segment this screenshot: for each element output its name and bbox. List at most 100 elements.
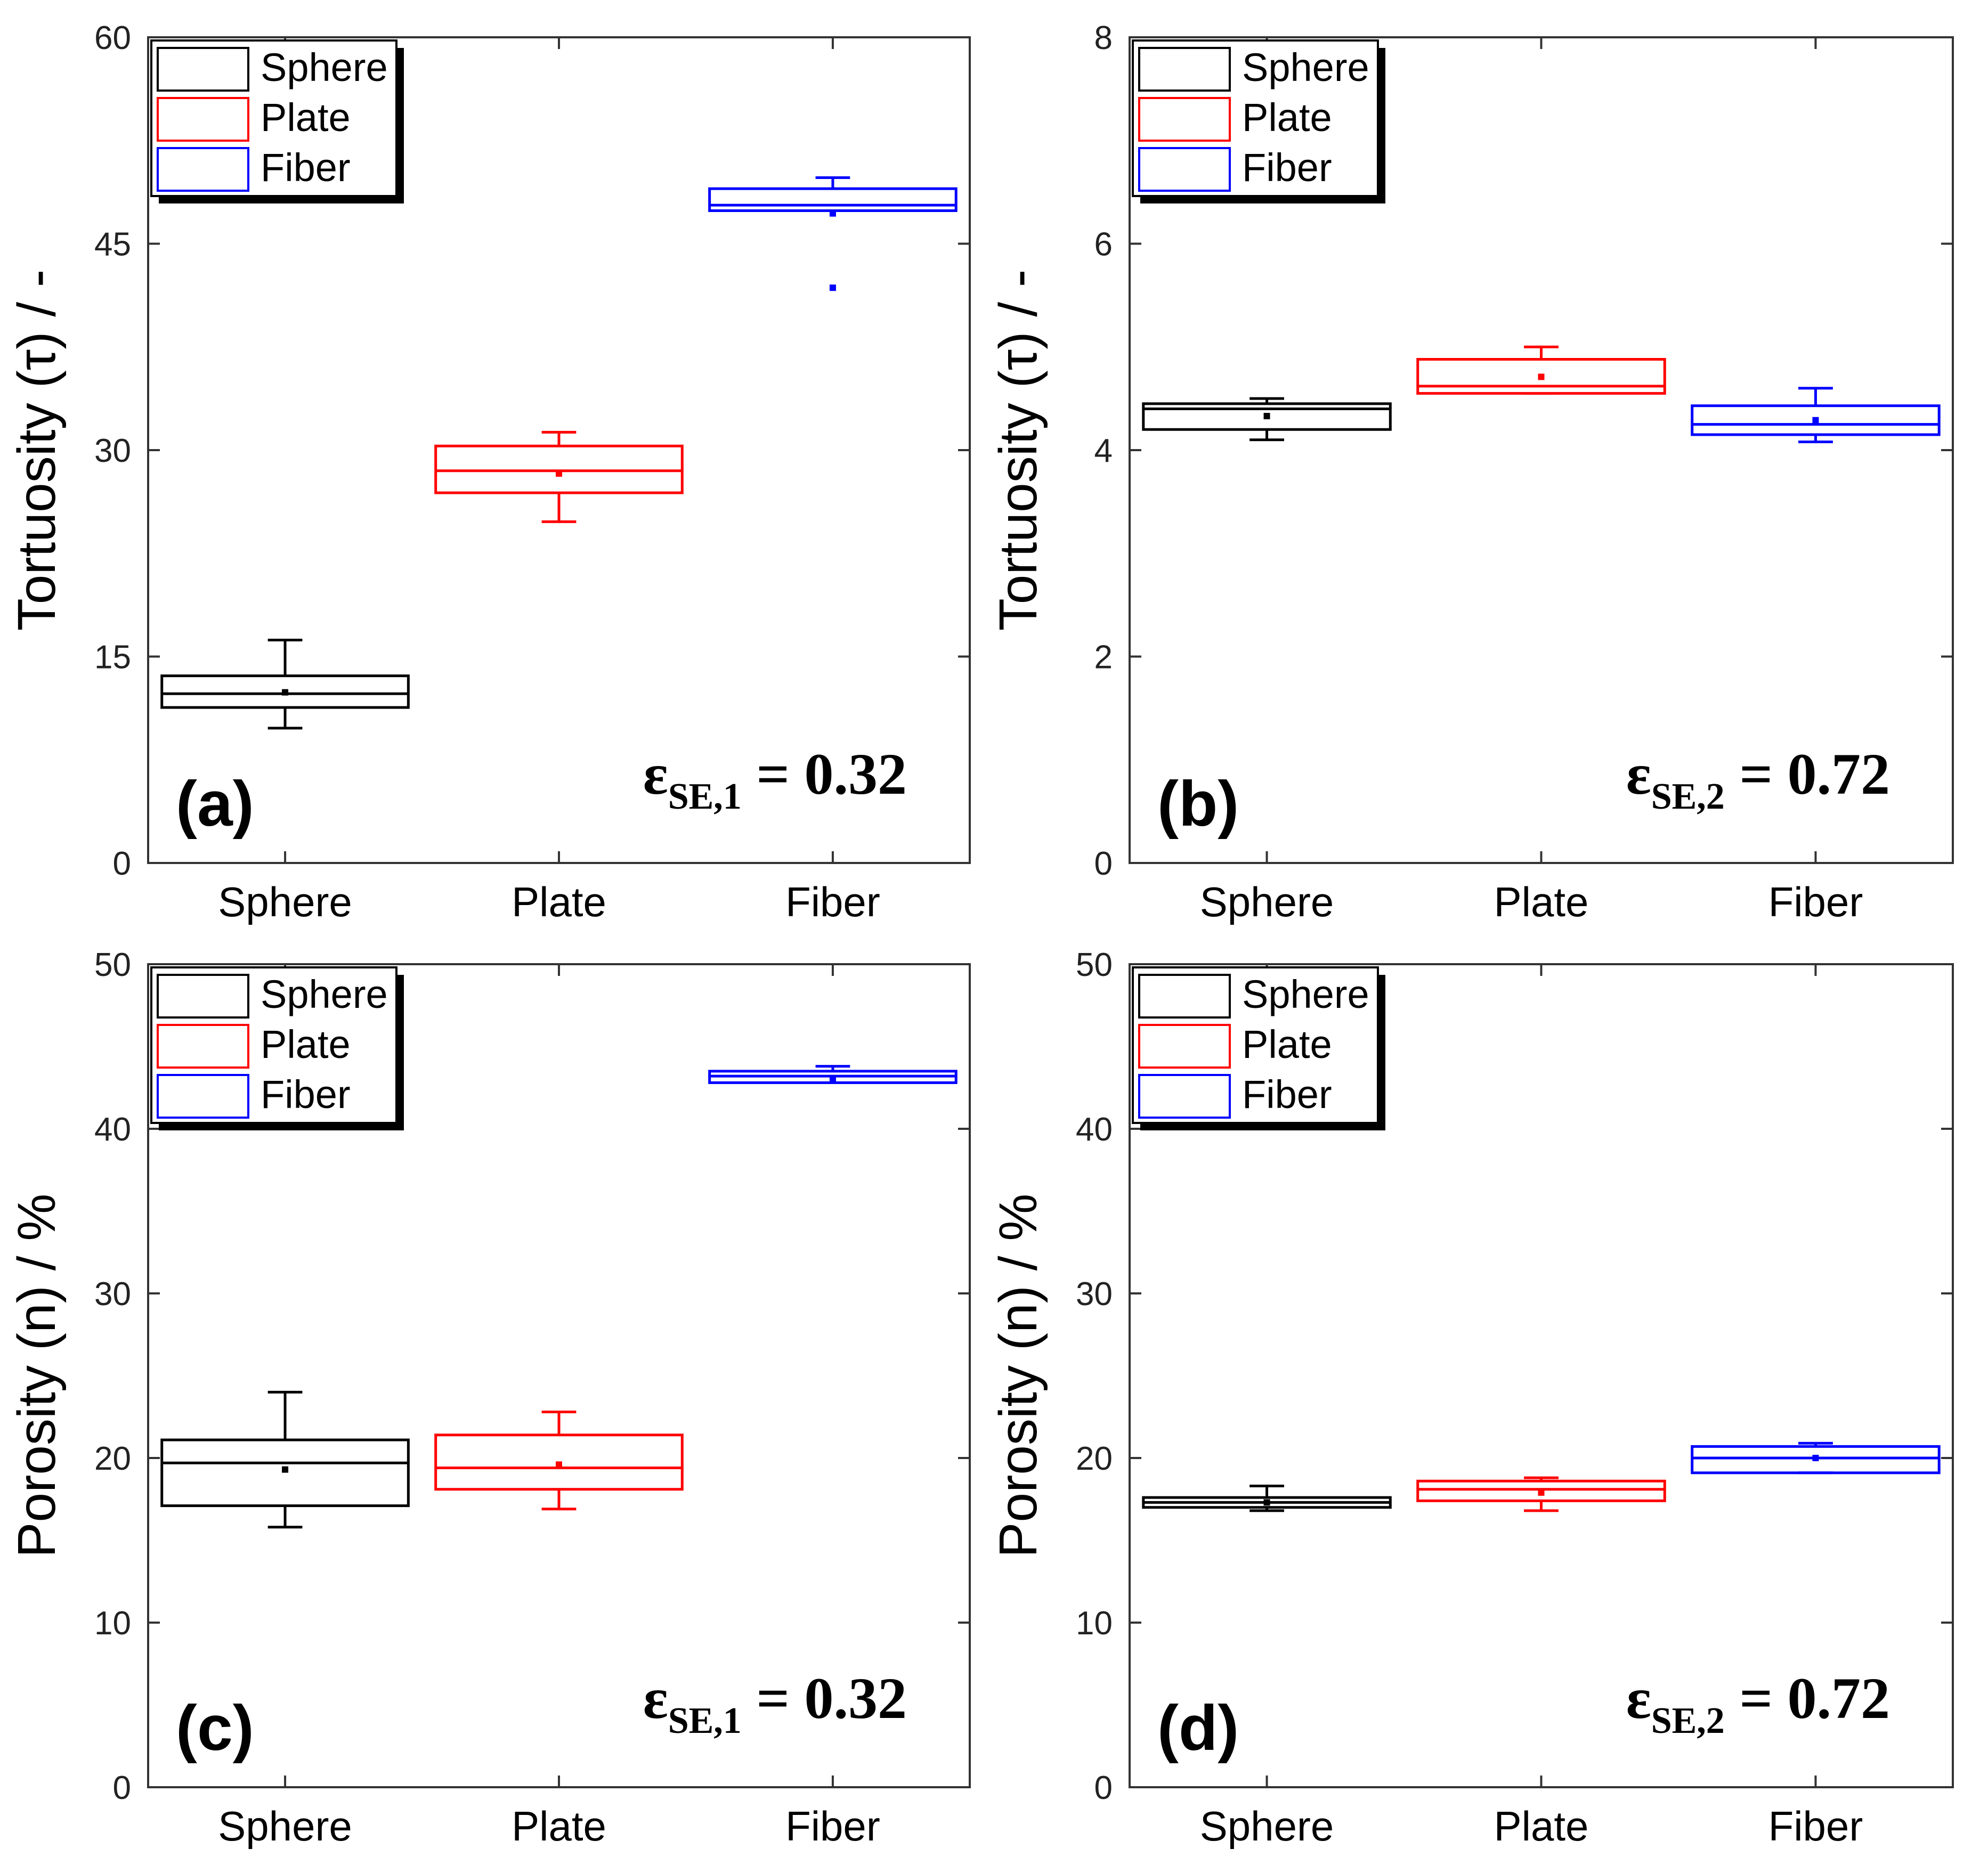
x-tick-label: Plate: [1494, 878, 1589, 925]
box-sphere: [160, 639, 410, 730]
y-tick-label: 0: [1094, 1770, 1113, 1806]
box-iqr: [1691, 404, 1941, 436]
y-tick-label: 4: [1094, 433, 1113, 469]
y-tick-label: 0: [113, 1770, 131, 1806]
epsilon-value: = 0.72: [1725, 742, 1890, 807]
legend-label: Sphere: [261, 972, 388, 1016]
epsilon-subscript: SE,2: [1651, 1700, 1725, 1741]
legend-swatch: [157, 97, 249, 142]
legend-swatch: [1138, 1024, 1231, 1069]
box-plate: [434, 430, 684, 523]
legend-swatch: [157, 974, 249, 1019]
box-fiber: [1691, 1441, 1941, 1475]
y-tick-label: 15: [94, 639, 131, 676]
legend-swatch: [1138, 1074, 1231, 1119]
legend-label: Sphere: [1242, 45, 1369, 89]
x-tick-label: Plate: [512, 878, 606, 925]
epsilon-symbol: ε: [643, 1666, 668, 1731]
y-axis-label: Porosity (n) / %: [7, 1194, 67, 1558]
y-axis-label: Porosity (n) / %: [988, 1194, 1048, 1558]
box-plate: [434, 1410, 684, 1511]
legend-box: [1132, 966, 1379, 1124]
box-plate: [1416, 1476, 1666, 1512]
mean-marker: [1812, 417, 1819, 423]
y-axis-label: Tortuosity (τ) / -: [7, 270, 67, 631]
legend-label: Plate: [1242, 95, 1332, 140]
y-tick-label: 30: [94, 1276, 131, 1313]
legend-swatch: [157, 1074, 249, 1119]
panel-1: 0 15 30 45 60 Sphere Plate Fiber Tortuosity (τ) …: [7, 20, 971, 925]
epsilon-value: = 0.32: [742, 1666, 907, 1731]
legend-swatch: [1138, 97, 1231, 142]
legend-label: Plate: [261, 1022, 351, 1066]
epsilon-annotation: εSE,1 = 0.32: [643, 742, 907, 817]
y-tick-label: 10: [94, 1605, 131, 1642]
box-sphere: [160, 1390, 410, 1529]
epsilon-value: = 0.72: [1725, 1666, 1890, 1731]
x-tick-label: Plate: [512, 1803, 606, 1850]
y-tick-label: 10: [1076, 1605, 1113, 1642]
y-axis-label: Tortuosity (τ) / -: [988, 270, 1048, 631]
x-tick-label: Fiber: [1768, 878, 1863, 925]
mean-marker: [829, 210, 836, 217]
x-tick-label: Fiber: [785, 878, 880, 925]
y-tick-label: 20: [1076, 1440, 1113, 1477]
mean-marker: [1263, 413, 1270, 420]
panel-2: 0 2 4 6 8 Sphere Plate Fiber Tortuosity (τ) / - S…: [988, 20, 1954, 925]
mean-marker: [829, 1076, 836, 1083]
y-tick-label: 0: [1094, 845, 1113, 882]
mean-marker: [1538, 1489, 1545, 1496]
legend-label: Fiber: [1242, 1072, 1332, 1117]
box-iqr: [1416, 1479, 1666, 1502]
box-sphere: [1142, 1485, 1392, 1512]
mean-marker: [556, 1461, 562, 1468]
epsilon-subscript: SE,2: [1651, 776, 1725, 817]
y-tick-label: 30: [1076, 1276, 1113, 1313]
legend-box: [1132, 39, 1379, 197]
box-iqr: [1416, 358, 1666, 395]
box-fiber: [708, 176, 958, 291]
legend: Sphere Plate Fiber: [1132, 39, 1385, 203]
box-fiber: [1691, 387, 1941, 443]
y-tick-label: 45: [94, 226, 131, 263]
legend-label: Fiber: [261, 1072, 351, 1117]
y-tick-label: 6: [1094, 226, 1113, 263]
mean-marker: [1812, 1455, 1819, 1461]
panel-4: 0 10 20 30 40 50 Sphere Plate Fiber Porosity (n) …: [988, 947, 1954, 1850]
legend-swatch: [1138, 47, 1231, 92]
epsilon-value: = 0.32: [742, 742, 907, 807]
box-fiber: [708, 1065, 958, 1084]
legend: Sphere Plate Fiber: [1132, 966, 1385, 1130]
box-iqr: [160, 1438, 410, 1508]
mean-marker: [556, 470, 562, 477]
y-tick-label: 0: [113, 845, 131, 882]
y-tick-label: 50: [94, 947, 131, 983]
box-iqr: [1142, 402, 1392, 431]
x-tick-label: Sphere: [1200, 1803, 1334, 1850]
box-iqr: [1691, 1445, 1941, 1475]
x-tick-label: Fiber: [785, 1803, 880, 1850]
box-plate: [1416, 345, 1666, 395]
legend-box: [150, 966, 397, 1124]
y-tick-label: 40: [94, 1111, 131, 1148]
epsilon-symbol: ε: [1626, 742, 1651, 807]
legend-swatch: [157, 147, 249, 192]
y-tick-label: 60: [94, 20, 131, 56]
panel-label: (d): [1157, 1692, 1239, 1764]
panel-label: (b): [1157, 768, 1239, 840]
legend-swatch: [1138, 974, 1231, 1019]
x-tick-label: Fiber: [1768, 1803, 1863, 1850]
legend-label: Sphere: [261, 45, 388, 89]
legend-label: Plate: [261, 95, 351, 140]
y-tick-label: 30: [94, 433, 131, 469]
box-iqr: [434, 1434, 684, 1491]
legend-label: Sphere: [1242, 972, 1369, 1016]
epsilon-subscript: SE,1: [668, 776, 742, 817]
epsilon-symbol: ε: [1626, 1666, 1651, 1731]
x-tick-label: Plate: [1494, 1803, 1589, 1850]
x-tick-label: Sphere: [1200, 878, 1334, 925]
legend-label: Fiber: [261, 145, 351, 190]
mean-marker: [1538, 373, 1545, 380]
